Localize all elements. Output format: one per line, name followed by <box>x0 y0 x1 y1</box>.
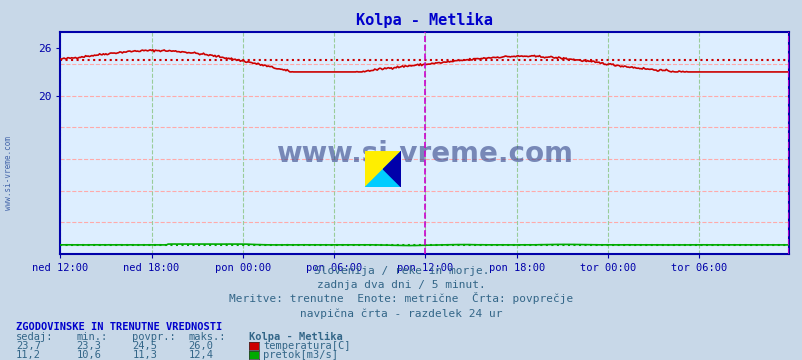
Text: navpična črta - razdelek 24 ur: navpična črta - razdelek 24 ur <box>300 308 502 319</box>
Text: www.si-vreme.com: www.si-vreme.com <box>276 140 573 168</box>
Text: 23,7: 23,7 <box>16 341 41 351</box>
Text: povpr.:: povpr.: <box>132 332 176 342</box>
Text: temperatura[C]: temperatura[C] <box>263 341 350 351</box>
Text: ZGODOVINSKE IN TRENUTNE VREDNOSTI: ZGODOVINSKE IN TRENUTNE VREDNOSTI <box>16 323 222 333</box>
Text: 23,3: 23,3 <box>76 341 101 351</box>
Text: www.si-vreme.com: www.si-vreme.com <box>3 136 13 210</box>
Text: pretok[m3/s]: pretok[m3/s] <box>263 350 338 360</box>
Text: 10,6: 10,6 <box>76 350 101 360</box>
Text: 26,0: 26,0 <box>188 341 213 351</box>
Text: min.:: min.: <box>76 332 107 342</box>
Text: zadnja dva dni / 5 minut.: zadnja dva dni / 5 minut. <box>317 280 485 290</box>
Polygon shape <box>365 151 401 187</box>
Polygon shape <box>365 151 401 187</box>
Text: 11,2: 11,2 <box>16 350 41 360</box>
Text: Meritve: trenutne  Enote: metrične  Črta: povprečje: Meritve: trenutne Enote: metrične Črta: … <box>229 292 573 305</box>
Text: sedaj:: sedaj: <box>16 332 54 342</box>
Text: Kolpa - Metlika: Kolpa - Metlika <box>249 332 342 342</box>
Title: Kolpa - Metlika: Kolpa - Metlika <box>356 13 492 28</box>
Text: maks.:: maks.: <box>188 332 226 342</box>
Text: 12,4: 12,4 <box>188 350 213 360</box>
Polygon shape <box>383 151 401 187</box>
Text: Slovenija / reke in morje.: Slovenija / reke in morje. <box>314 266 488 276</box>
Text: 24,5: 24,5 <box>132 341 157 351</box>
Text: 11,3: 11,3 <box>132 350 157 360</box>
